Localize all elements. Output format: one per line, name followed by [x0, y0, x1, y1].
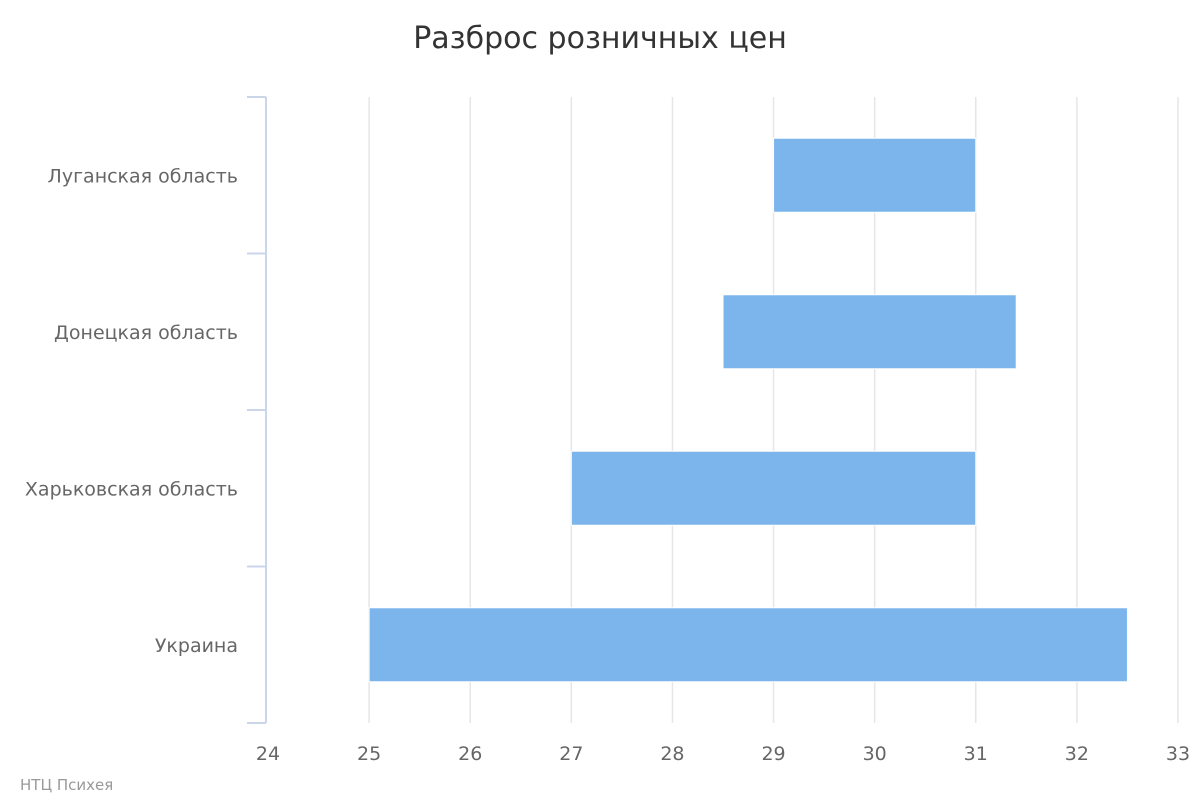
- x-tick-label: 28: [660, 743, 684, 765]
- category-label: Донецкая область: [54, 322, 238, 344]
- x-tick-label: 30: [863, 743, 887, 765]
- category-label: Луганская область: [48, 165, 238, 187]
- range-bar[interactable]: [773, 137, 977, 213]
- x-tick-label: 26: [458, 743, 482, 765]
- chart-credit[interactable]: НТЦ Психея: [20, 776, 113, 794]
- x-tick-label: 32: [1065, 743, 1089, 765]
- range-bar[interactable]: [368, 607, 1128, 683]
- chart-title: Разброс розничных цен: [413, 21, 787, 56]
- x-tick-label: 29: [761, 743, 785, 765]
- x-tick-label: 24: [256, 743, 280, 765]
- x-tick-label: 27: [559, 743, 583, 765]
- category-label: Харьковская область: [25, 478, 238, 500]
- x-tick-label: 33: [1166, 743, 1190, 765]
- x-tick-label: 25: [357, 743, 381, 765]
- category-label: Украина: [155, 635, 238, 657]
- range-bar[interactable]: [570, 450, 977, 526]
- range-bar[interactable]: [722, 294, 1017, 370]
- x-tick-label: 31: [964, 743, 988, 765]
